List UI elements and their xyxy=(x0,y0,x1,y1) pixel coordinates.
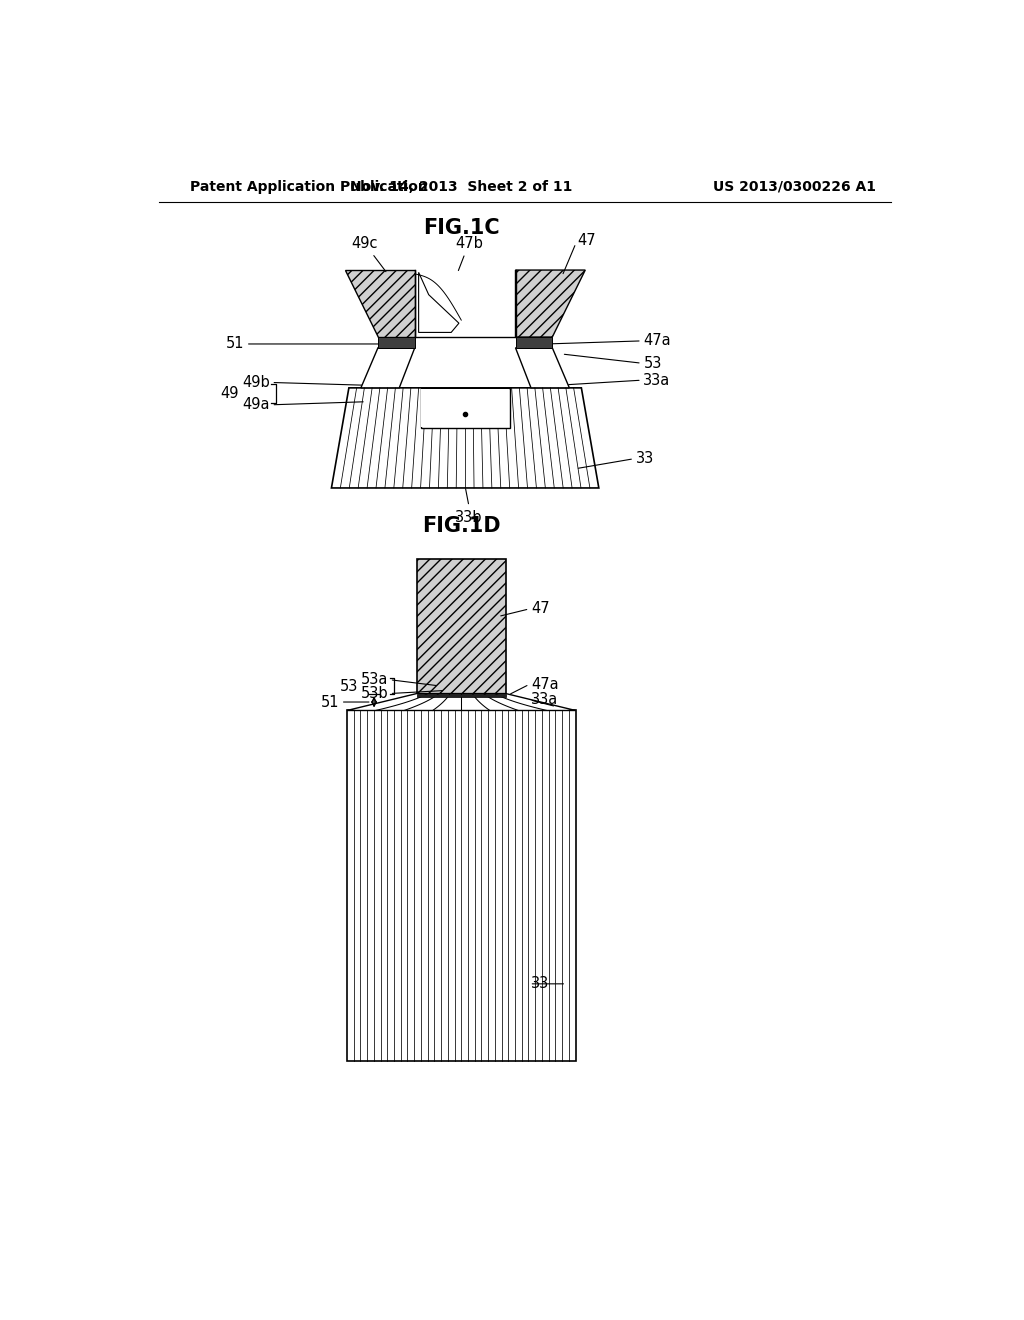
Polygon shape xyxy=(332,388,599,488)
Text: 33a: 33a xyxy=(643,372,671,388)
Text: 33: 33 xyxy=(636,451,654,466)
Text: 49b: 49b xyxy=(242,375,270,389)
Text: 53b: 53b xyxy=(360,686,388,701)
Text: Nov. 14, 2013  Sheet 2 of 11: Nov. 14, 2013 Sheet 2 of 11 xyxy=(350,180,572,194)
Text: 33: 33 xyxy=(531,977,549,991)
Polygon shape xyxy=(515,348,569,388)
Text: 33b: 33b xyxy=(456,510,482,524)
Text: 33a: 33a xyxy=(531,692,558,708)
Text: 49: 49 xyxy=(220,387,239,401)
Bar xyxy=(378,337,415,348)
Bar xyxy=(515,337,552,348)
Text: FIG.1D: FIG.1D xyxy=(422,516,501,536)
Text: 53: 53 xyxy=(340,678,358,694)
Bar xyxy=(347,710,575,1061)
Bar xyxy=(417,693,506,697)
Text: 47: 47 xyxy=(531,602,550,616)
Text: US 2013/0300226 A1: US 2013/0300226 A1 xyxy=(713,180,876,194)
Text: 47a: 47a xyxy=(643,334,671,348)
Text: 51: 51 xyxy=(225,337,245,351)
Polygon shape xyxy=(419,272,459,333)
Bar xyxy=(417,558,506,693)
Bar xyxy=(421,388,510,428)
Text: 53a: 53a xyxy=(360,672,388,688)
Text: Patent Application Publication: Patent Application Publication xyxy=(190,180,428,194)
Polygon shape xyxy=(345,271,415,337)
Text: 47a: 47a xyxy=(531,677,559,692)
Text: 47b: 47b xyxy=(455,235,483,271)
Text: 49a: 49a xyxy=(243,397,270,412)
Polygon shape xyxy=(515,271,586,337)
Text: FIG.1C: FIG.1C xyxy=(423,218,500,238)
Polygon shape xyxy=(347,693,575,710)
Text: 53: 53 xyxy=(643,355,662,371)
Bar xyxy=(421,388,509,428)
Text: 51: 51 xyxy=(321,694,339,710)
Text: 49c: 49c xyxy=(351,235,386,272)
Polygon shape xyxy=(360,348,415,388)
Text: 47: 47 xyxy=(578,234,596,248)
